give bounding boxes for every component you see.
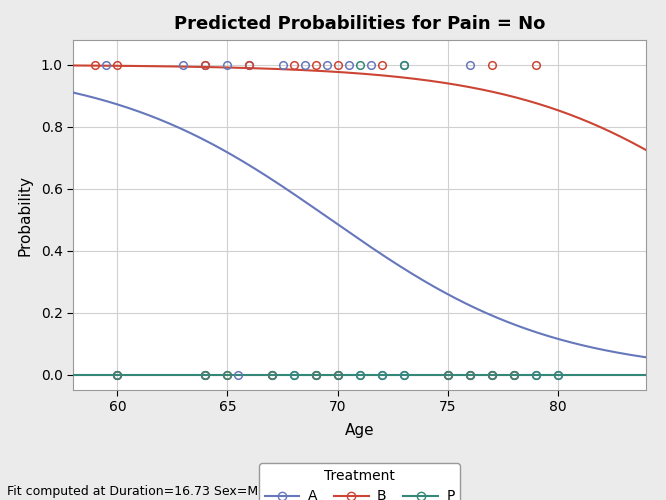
Text: Fit computed at Duration=16.73 Sex=M: Fit computed at Duration=16.73 Sex=M xyxy=(7,484,258,498)
X-axis label: Age: Age xyxy=(345,423,374,438)
Legend: A, B, P: A, B, P xyxy=(259,463,460,500)
Y-axis label: Probability: Probability xyxy=(17,174,33,256)
Title: Predicted Probabilities for Pain = No: Predicted Probabilities for Pain = No xyxy=(174,15,545,33)
